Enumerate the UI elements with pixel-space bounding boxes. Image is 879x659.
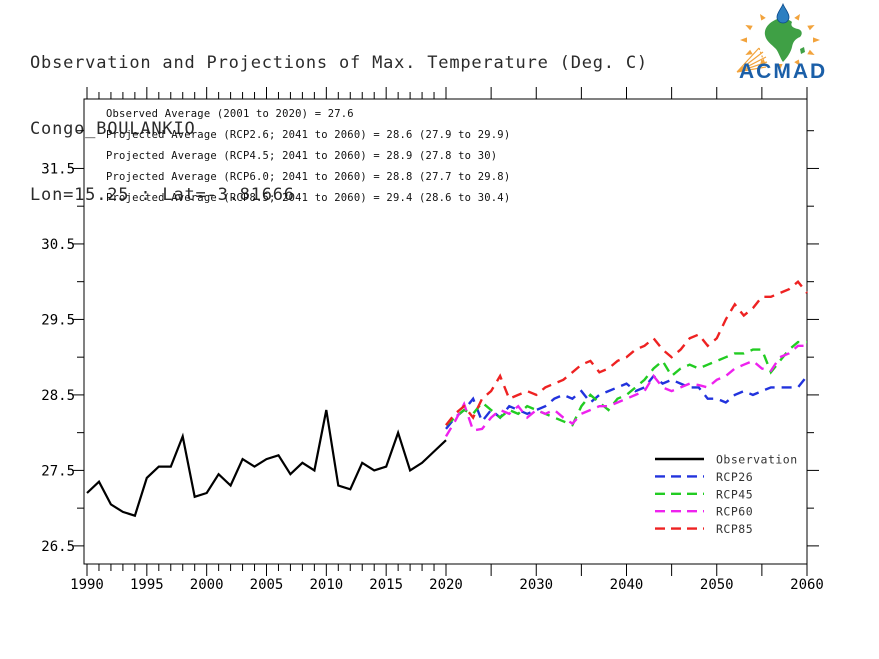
svg-text:2060: 2060 xyxy=(790,577,824,593)
legend-label: Observation xyxy=(716,453,798,467)
svg-text:2020: 2020 xyxy=(429,577,463,593)
svg-text:29.5: 29.5 xyxy=(41,312,75,328)
svg-text:2010: 2010 xyxy=(309,577,343,593)
water-drop-icon xyxy=(776,2,790,24)
acmad-logo: ACMAD xyxy=(733,2,843,90)
legend-label: RCP26 xyxy=(716,470,753,484)
series-rcp26-line xyxy=(445,374,808,430)
annotation-line-3: Projected Average (RCP4.5; 2041 to 2060)… xyxy=(106,150,497,162)
svg-text:2005: 2005 xyxy=(250,577,284,593)
series-rcp60-line xyxy=(444,344,807,438)
series-observation-line xyxy=(86,409,447,518)
svg-text:2015: 2015 xyxy=(369,577,403,593)
annotation-line-4: Projected Average (RCP6.0; 2041 to 2060)… xyxy=(106,171,510,183)
title-line-3: Lon=15.25 : Lat=-3.81666 xyxy=(30,185,295,205)
svg-text:28.5: 28.5 xyxy=(41,388,75,404)
legend-entry-observation: Observation xyxy=(655,453,798,467)
legend-entry-rcp26: RCP26 xyxy=(655,470,753,484)
svg-text:2050: 2050 xyxy=(700,577,734,593)
svg-text:31.5: 31.5 xyxy=(41,161,75,177)
axis-ticks xyxy=(72,87,819,576)
svg-text:26.5: 26.5 xyxy=(41,539,75,555)
fan-icon xyxy=(736,47,768,73)
svg-text:2000: 2000 xyxy=(190,577,224,593)
average-annotations: Observed Average (2001 to 2020) = 27.6 Pr… xyxy=(106,108,510,204)
legend-entry-rcp85: RCP85 xyxy=(655,522,753,536)
legend-entry-rcp45: RCP45 xyxy=(655,487,753,501)
legend-label: RCP45 xyxy=(716,487,753,501)
svg-text:1995: 1995 xyxy=(130,577,164,593)
title-line-1: Observation and Projections of Max. Temp… xyxy=(30,53,648,73)
annotation-line-5: Projected Average (RCP8.5; 2041 to 2060)… xyxy=(106,192,510,204)
annotation-line-2: Projected Average (RCP2.6; 2041 to 2060)… xyxy=(106,129,510,141)
svg-text:27.5: 27.5 xyxy=(41,463,75,479)
series-rcp85-line xyxy=(445,279,808,426)
y-axis-labels: 26.5 27.5 28.5 29.5 30.5 31.5 xyxy=(41,161,75,554)
acmad-logo-graphic xyxy=(736,2,820,73)
sun-rays-icon xyxy=(740,10,820,70)
legend-label: RCP85 xyxy=(716,522,753,536)
series-lines xyxy=(86,279,808,518)
legend-entry-rcp60: RCP60 xyxy=(655,505,753,519)
svg-text:1990: 1990 xyxy=(70,577,104,593)
title-line-2: Congo_BOULANKIO xyxy=(30,119,196,139)
chart-titles: Observation and Projections of Max. Temp… xyxy=(30,8,648,250)
annotation-line-1: Observed Average (2001 to 2020) = 27.6 xyxy=(106,108,354,120)
legend: Observation RCP26 RCP45 RCP60 RCP85 xyxy=(655,453,798,536)
svg-text:2030: 2030 xyxy=(519,577,553,593)
acmad-logo-text: ACMAD xyxy=(739,60,828,83)
x-axis-labels: 1990 1995 2000 2005 2010 2015 2020 2030 2040 2050… xyxy=(70,577,824,593)
africa-icon xyxy=(764,18,805,62)
svg-text:2040: 2040 xyxy=(610,577,644,593)
legend-label: RCP60 xyxy=(716,505,753,519)
svg-text:30.5: 30.5 xyxy=(41,237,75,253)
plot-frame xyxy=(83,98,808,565)
